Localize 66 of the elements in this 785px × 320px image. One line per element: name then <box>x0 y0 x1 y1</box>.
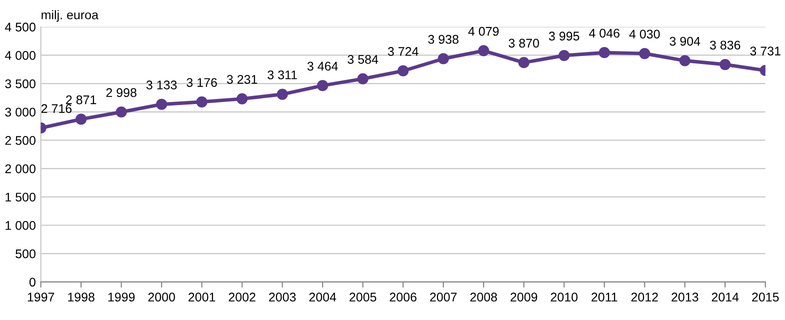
y-tick-label: 1 500 <box>6 192 36 202</box>
y-tick-label: 0 <box>29 278 36 287</box>
data-label: 3 870 <box>508 38 540 48</box>
x-tick-label: 2006 <box>390 292 416 302</box>
x-tick-label: 2002 <box>228 292 256 302</box>
point <box>720 58 731 70</box>
x-tick-label: 2010 <box>550 292 578 302</box>
y-axis-title: milj. euroa <box>42 10 98 22</box>
x-tick-label: 2007 <box>430 292 457 302</box>
x-tick-label: 2012 <box>631 292 658 302</box>
data-label: 3 938 <box>428 34 458 44</box>
data-label: 3 464 <box>307 62 338 71</box>
x-tick-label: 2009 <box>510 292 538 302</box>
data-label: 3 584 <box>348 54 378 64</box>
x-tick-label: 2013 <box>672 292 698 302</box>
x-tick-label: 2003 <box>269 292 296 302</box>
data-label: 3 995 <box>548 32 580 41</box>
data-label: 3 724 <box>388 47 418 56</box>
x-tick-label: 1999 <box>108 292 135 302</box>
data-label: 2 716 <box>41 104 72 114</box>
y-tick-label: 500 <box>16 249 36 258</box>
x-tick-label: 2001 <box>188 292 216 302</box>
data-label: 3 904 <box>670 36 700 46</box>
data-label: 3 231 <box>226 74 258 84</box>
point <box>236 93 248 104</box>
point <box>276 88 288 100</box>
point <box>116 106 127 118</box>
data-label: 3 731 <box>750 46 780 56</box>
x-tick-label: 2008 <box>470 292 497 302</box>
point <box>478 45 490 56</box>
data-label: 3 311 <box>268 70 297 80</box>
point <box>357 73 368 84</box>
x-tick-label: 2005 <box>350 292 376 302</box>
point <box>679 55 690 66</box>
point <box>438 53 449 64</box>
y-tick-label: 2 500 <box>5 136 36 145</box>
x-tick-label: 2000 <box>148 292 175 302</box>
y-tick-label: 4 000 <box>4 51 36 60</box>
x-tick-label: 2011 <box>592 292 618 302</box>
data-label: 4 046 <box>589 28 620 38</box>
point <box>598 47 610 58</box>
data-label: 4 079 <box>468 26 499 36</box>
point <box>76 114 87 125</box>
data-label: 4 030 <box>629 30 660 39</box>
point <box>398 65 409 76</box>
y-tick-label: 2 000 <box>5 164 36 174</box>
point <box>156 98 168 110</box>
x-tick-label: 2004 <box>309 292 336 302</box>
x-tick-label: 1998 <box>68 292 94 302</box>
y-tick-label: 1 000 <box>6 221 36 230</box>
data-label: 3 176 <box>186 78 217 87</box>
point <box>518 57 530 68</box>
data-label: 3 133 <box>146 80 177 90</box>
x-tick-label: 2014 <box>712 292 739 302</box>
point <box>639 48 650 60</box>
y-tick-label: 3 000 <box>5 108 36 117</box>
point <box>558 50 570 62</box>
data-label: 3 836 <box>710 40 740 50</box>
point <box>317 80 328 92</box>
x-tick-label: 2015 <box>752 292 779 302</box>
data-label: 2 998 <box>106 88 136 98</box>
data-label: 2 871 <box>66 95 96 104</box>
y-tick-label: 3 500 <box>5 79 36 88</box>
y-tick-label: 4 500 <box>4 22 36 32</box>
point <box>196 96 208 108</box>
x-tick-label: 1997 <box>28 292 54 302</box>
